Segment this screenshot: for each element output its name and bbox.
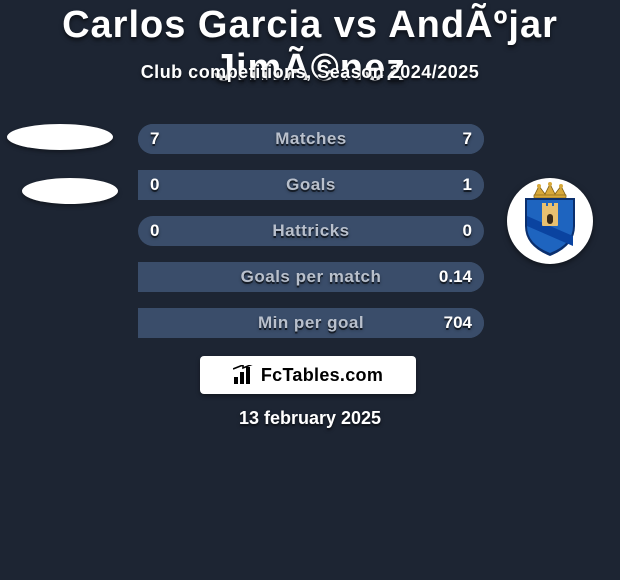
- player-left-avatar-placeholder-2: [22, 178, 118, 204]
- stat-label: Matches: [138, 124, 484, 154]
- stat-row: Matches7 7: [138, 124, 484, 154]
- stat-label: Hattricks: [138, 216, 484, 246]
- stat-value-right: 7: [463, 124, 472, 154]
- stat-row: Min per goal704: [138, 308, 484, 338]
- stat-value-right: 1: [463, 170, 472, 200]
- stat-label: Min per goal: [138, 308, 484, 338]
- stat-value-left: 0: [150, 216, 159, 246]
- stat-row: Goals0 1: [138, 170, 484, 200]
- stat-value-right: 0.14: [439, 262, 472, 292]
- stat-value-right: 0: [463, 216, 472, 246]
- stat-row: Goals per match0.14: [138, 262, 484, 292]
- stat-value-left: 0: [150, 170, 159, 200]
- player-right-club-crest: [507, 178, 593, 264]
- branding-text: FcTables.com: [261, 365, 383, 386]
- comparison-subtitle: Club competitions, Season 2024/2025: [0, 62, 620, 83]
- player-left-avatar-placeholder-1: [7, 124, 113, 150]
- comparison-date: 13 february 2025: [0, 408, 620, 429]
- bar-chart-icon: [233, 365, 255, 385]
- stat-value-right: 704: [444, 308, 472, 338]
- stat-value-left: 7: [150, 124, 159, 154]
- stat-label: Goals per match: [138, 262, 484, 292]
- crest-icon: [519, 182, 581, 260]
- branding-pill[interactable]: FcTables.com: [200, 356, 416, 394]
- stat-label: Goals: [138, 170, 484, 200]
- stat-row: Hattricks0 0: [138, 216, 484, 246]
